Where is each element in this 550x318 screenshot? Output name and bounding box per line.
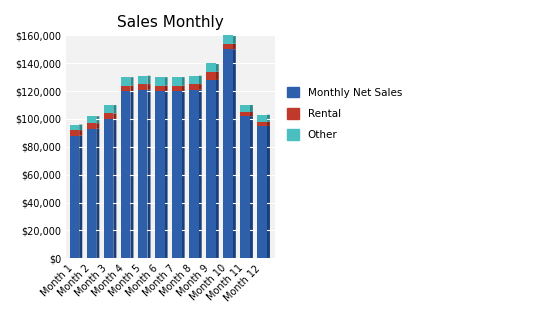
Bar (70, 136, 79, 258)
Polygon shape (147, 84, 151, 90)
Bar (104, 105, 113, 114)
Bar (206, 80, 216, 258)
Title: Sales Monthly: Sales Monthly (117, 15, 224, 30)
Polygon shape (164, 86, 168, 91)
Bar (172, 86, 182, 91)
Polygon shape (113, 105, 117, 114)
Polygon shape (182, 86, 185, 91)
Bar (87, 129, 96, 258)
Bar (121, 77, 130, 86)
Bar (223, 49, 233, 258)
Polygon shape (216, 63, 219, 72)
Bar (70, 125, 79, 130)
Polygon shape (182, 91, 185, 258)
Polygon shape (199, 90, 202, 258)
Bar (155, 91, 164, 258)
Polygon shape (147, 76, 151, 84)
Bar (189, 76, 199, 84)
Bar (121, 91, 130, 258)
Polygon shape (79, 130, 82, 136)
Bar (138, 90, 147, 258)
Polygon shape (96, 116, 100, 123)
Bar (172, 77, 182, 86)
Bar (257, 122, 267, 126)
Polygon shape (233, 44, 236, 49)
Bar (257, 115, 267, 122)
Polygon shape (164, 91, 168, 258)
Polygon shape (130, 86, 134, 91)
Polygon shape (199, 76, 202, 84)
Bar (87, 116, 96, 123)
Bar (121, 86, 130, 91)
Bar (223, 44, 233, 49)
Bar (257, 126, 267, 258)
Polygon shape (182, 77, 185, 86)
Polygon shape (267, 122, 270, 126)
Bar (240, 116, 250, 258)
Polygon shape (164, 77, 168, 86)
Polygon shape (250, 105, 253, 112)
Polygon shape (130, 91, 134, 258)
Polygon shape (113, 114, 117, 119)
Polygon shape (233, 35, 236, 44)
Polygon shape (113, 119, 117, 258)
Polygon shape (147, 90, 151, 258)
Polygon shape (130, 77, 134, 86)
Polygon shape (79, 125, 82, 130)
Polygon shape (267, 115, 270, 122)
Polygon shape (250, 112, 253, 116)
Bar (138, 84, 147, 90)
Bar (70, 130, 79, 136)
Bar (104, 119, 113, 258)
Bar (138, 76, 147, 84)
Bar (155, 77, 164, 86)
Polygon shape (250, 116, 253, 258)
Bar (104, 114, 113, 119)
Polygon shape (216, 72, 219, 80)
Polygon shape (267, 126, 270, 258)
Polygon shape (96, 129, 100, 258)
Bar (206, 63, 216, 72)
Legend: Monthly Net Sales, Rental, Other: Monthly Net Sales, Rental, Other (283, 83, 406, 144)
Bar (172, 91, 182, 258)
Polygon shape (79, 136, 82, 258)
Polygon shape (233, 49, 236, 258)
Bar (189, 84, 199, 90)
Bar (206, 72, 216, 80)
Bar (223, 35, 233, 44)
Bar (240, 105, 250, 112)
Bar (240, 112, 250, 116)
Bar (155, 86, 164, 91)
Polygon shape (96, 123, 100, 129)
Polygon shape (216, 80, 219, 258)
Polygon shape (199, 84, 202, 90)
Bar (87, 123, 96, 129)
Bar (189, 90, 199, 258)
